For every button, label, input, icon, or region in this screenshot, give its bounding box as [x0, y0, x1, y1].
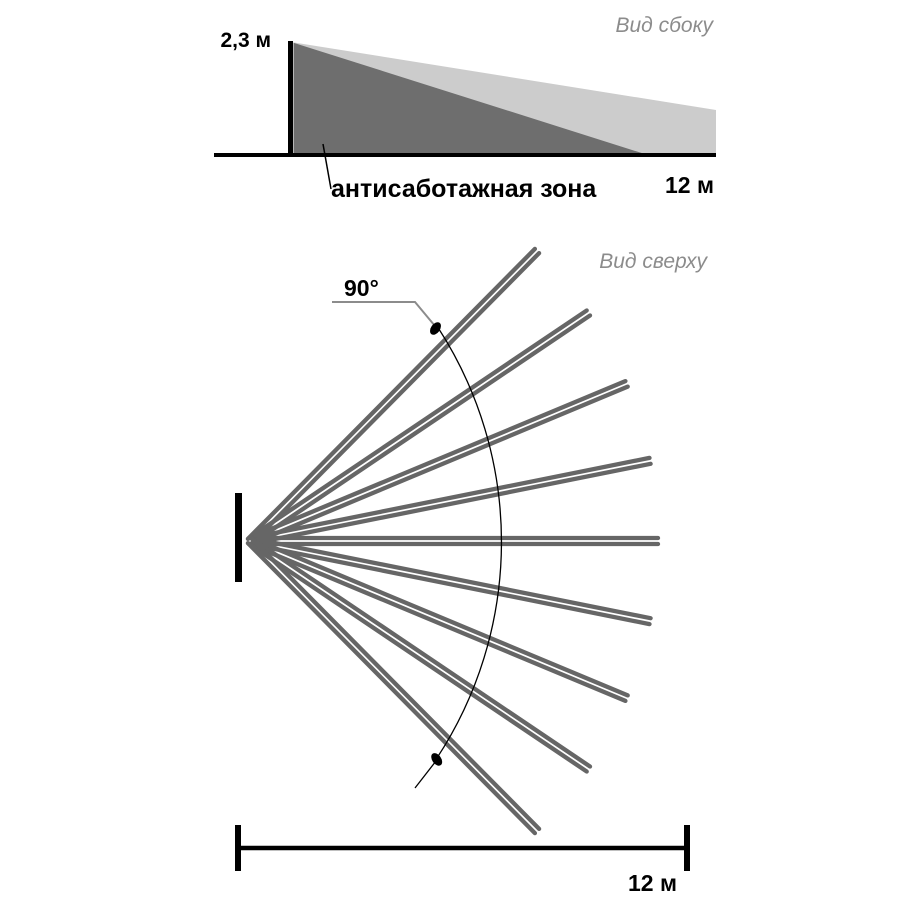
svg-text:12 м: 12 м: [665, 172, 714, 198]
svg-text:90°: 90°: [344, 275, 379, 301]
svg-text:Вид сбоку: Вид сбоку: [615, 14, 714, 37]
svg-text:Вид сверху: Вид сверху: [599, 250, 708, 273]
svg-text:2,3 м: 2,3 м: [220, 29, 271, 52]
svg-text:антисаботажная зона: антисаботажная зона: [331, 175, 597, 203]
svg-text:12 м: 12 м: [628, 870, 677, 896]
